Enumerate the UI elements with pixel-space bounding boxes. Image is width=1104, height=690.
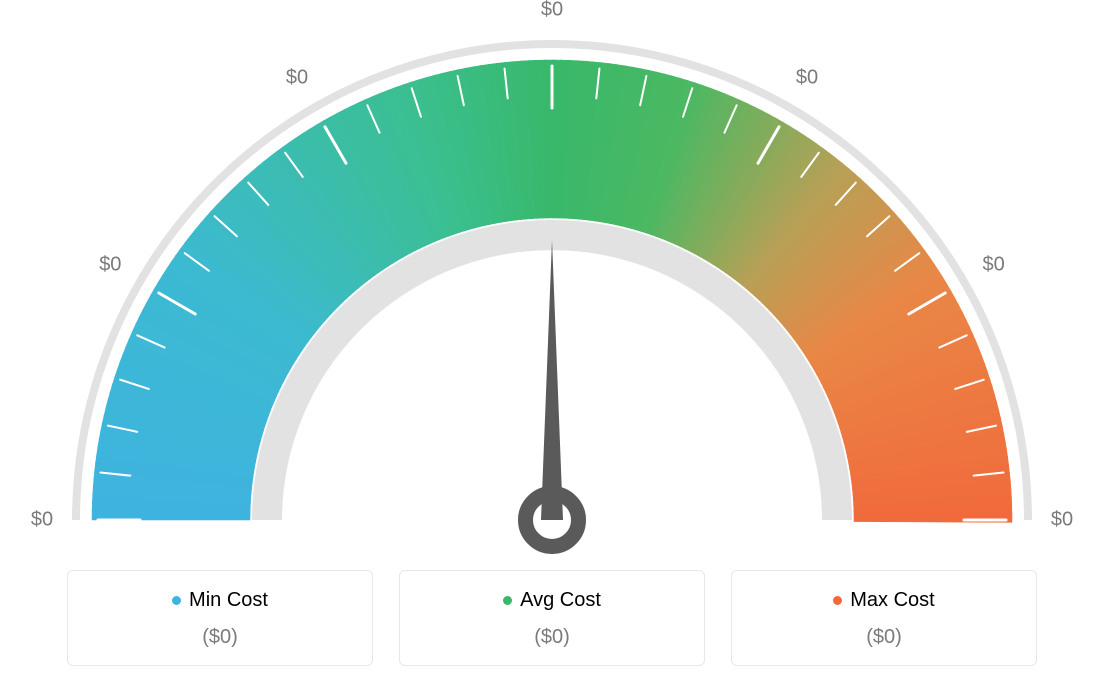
legend-value-avg: ($0) (410, 626, 694, 649)
legend-title-max: Max Cost (833, 589, 934, 612)
legend-dot-min (172, 596, 181, 605)
legend-value-min: ($0) (78, 626, 362, 649)
legend-row: Min Cost ($0) Avg Cost ($0) Max Cost ($0… (0, 570, 1104, 666)
legend-card-max: Max Cost ($0) (731, 570, 1037, 666)
legend-card-avg: Avg Cost ($0) (399, 570, 705, 666)
legend-card-min: Min Cost ($0) (67, 570, 373, 666)
legend-dot-avg (503, 596, 512, 605)
legend-dot-max (833, 596, 842, 605)
svg-text:$0: $0 (1051, 508, 1073, 530)
svg-text:$0: $0 (796, 67, 818, 89)
legend-label-min: Min Cost (189, 589, 268, 612)
svg-text:$0: $0 (286, 67, 308, 89)
legend-label-max: Max Cost (850, 589, 934, 612)
legend-title-min: Min Cost (172, 589, 268, 612)
legend-value-max: ($0) (742, 626, 1026, 649)
svg-text:$0: $0 (99, 253, 121, 275)
legend-label-avg: Avg Cost (520, 589, 601, 612)
svg-text:$0: $0 (541, 0, 563, 20)
svg-text:$0: $0 (983, 253, 1005, 275)
svg-text:$0: $0 (31, 508, 53, 530)
gauge-chart: $0 $0 $0 $0 $0 $0 $0 (0, 0, 1104, 560)
gauge-svg: $0 $0 $0 $0 $0 $0 $0 (0, 0, 1104, 560)
legend-title-avg: Avg Cost (503, 589, 601, 612)
